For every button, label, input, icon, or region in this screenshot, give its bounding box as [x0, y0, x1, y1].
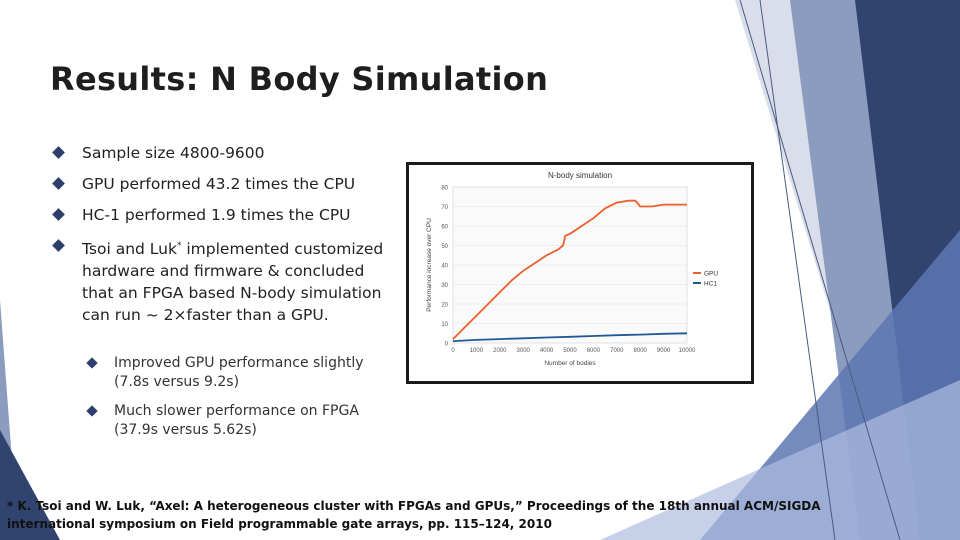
sub-bullet-text: Improved GPU performance slightly (7.8s … — [114, 355, 364, 390]
y-tick-label: 50 — [441, 244, 448, 250]
y-tick-label: 0 — [445, 342, 449, 348]
bullet-list: Sample size 4800-9600 GPU performed 43.2… — [52, 142, 384, 335]
sub-bullet-item: Much slower performance on FPGA (37.9s v… — [86, 402, 388, 440]
sub-bullet-list: Improved GPU performance slightly (7.8s … — [86, 354, 388, 450]
diamond-bullet-icon — [52, 177, 65, 190]
x-tick-label: 3000 — [517, 348, 531, 354]
diamond-bullet-icon — [52, 208, 65, 221]
nbody-chart: 0 10 20 30 40 50 60 70 80 0 1000 2000 3000 4000 5000 60… — [426, 171, 718, 367]
sub-bullet-text: Much slower performance on FPGA (37.9s v… — [114, 403, 359, 438]
bullet-item: GPU performed 43.2 times the CPU — [52, 173, 384, 195]
bullet-item: Tsoi and Luk* implemented customized har… — [52, 235, 384, 326]
series-line-hc1 — [452, 332, 688, 342]
y-tick-label: 10 — [441, 322, 448, 328]
diamond-bullet-icon — [52, 239, 65, 252]
x-axis-label: Number of bodies — [544, 360, 596, 367]
bullet-text: GPU performed 43.2 times the CPU — [82, 175, 356, 193]
legend-label: GPU — [704, 271, 718, 278]
series-line-gpu — [452, 199, 687, 340]
y-tick-label: 70 — [441, 205, 448, 211]
sub-bullet-item: Improved GPU performance slightly (7.8s … — [86, 354, 388, 392]
y-tick-label: 30 — [441, 283, 448, 289]
chart-title: N-body simulation — [548, 171, 612, 180]
x-tick-label: 2000 — [493, 348, 507, 354]
slide-title: Results: N Body Simulation — [50, 60, 549, 98]
y-tick-label: 80 — [441, 186, 448, 192]
bullet-text-end: implemented customized hardware and firm… — [82, 240, 384, 325]
x-tick-label: 9000 — [657, 348, 671, 354]
bullet-text: Sample size 4800-9600 — [82, 144, 265, 162]
bullet-text-start: Tsoi and Luk — [82, 240, 177, 259]
diamond-bullet-icon — [86, 357, 98, 369]
footnote-marker: * — [176, 241, 182, 251]
bullet-item: Sample size 4800-9600 — [52, 142, 384, 164]
y-tick-label: 40 — [441, 264, 448, 270]
y-tick-label: 20 — [441, 303, 448, 309]
x-tick-label: 6000 — [587, 348, 601, 354]
x-tick-label: 10000 — [679, 348, 696, 354]
y-axis-label: Performance increase over CPU — [426, 218, 433, 312]
x-tick-label: 4000 — [540, 348, 554, 354]
x-tick-label: 8000 — [634, 348, 648, 354]
chart-frame: 0 10 20 30 40 50 60 70 80 0 1000 2000 3000 4000 5000 60… — [406, 162, 754, 384]
y-tick-label: 60 — [441, 225, 448, 231]
diamond-bullet-icon — [86, 405, 98, 417]
legend-label: HC1 — [704, 281, 717, 288]
x-tick-label: 7000 — [610, 348, 624, 354]
x-tick-label: 0 — [451, 348, 455, 354]
x-tick-label: 5000 — [563, 348, 577, 354]
footnote: * K. Tsoi and W. Luk, “Axel: A heterogen… — [7, 499, 821, 531]
x-tick-label: 1000 — [470, 348, 484, 354]
bullet-text: HC-1 performed 1.9 times the CPU — [82, 206, 351, 224]
diamond-bullet-icon — [52, 146, 65, 159]
bullet-item: HC-1 performed 1.9 times the CPU — [52, 204, 384, 226]
